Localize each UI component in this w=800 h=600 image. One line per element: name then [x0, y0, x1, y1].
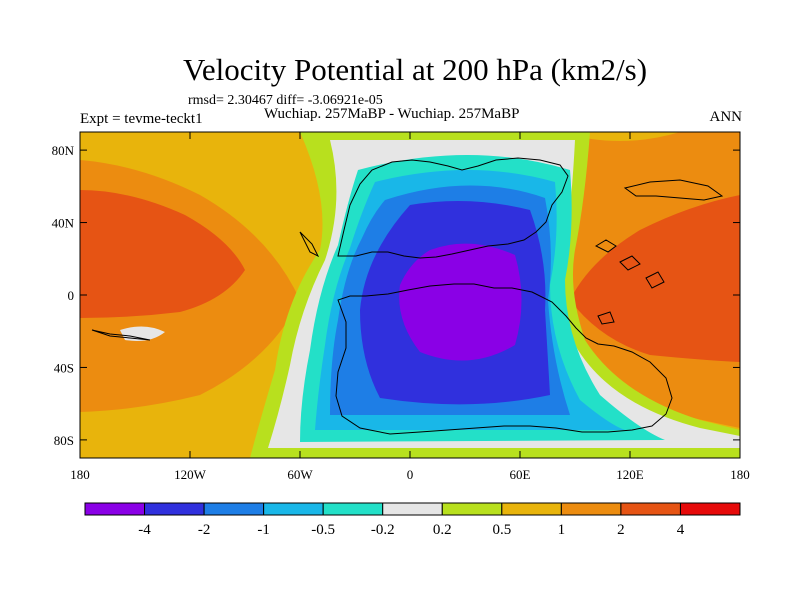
x-tick-label: 180: [70, 467, 90, 482]
x-tick-label: 0: [407, 467, 414, 482]
chart-title: Velocity Potential at 200 hPa (km2/s): [182, 52, 648, 87]
colorbar-label: 0.5: [492, 522, 511, 538]
x-tick-label: 180: [730, 467, 750, 482]
colorbar-swatch: [84, 502, 146, 516]
colorbar-swatch: [263, 502, 324, 516]
axes: 180 120W 60W 0 60E 120E 180 80N 40N 0 40S 80S: [52, 132, 750, 482]
colorbar-label: -0.2: [371, 522, 395, 538]
y-tick-label: 0: [68, 288, 75, 303]
coastlines: [91, 157, 724, 435]
y-tick-label: 80S: [54, 433, 74, 448]
band-small-neutral: [120, 326, 165, 341]
colorbar: -4 -2 -1 -0.5 -0.2 0.2 0.5 1 2 4: [84, 502, 741, 538]
season-label: ANN: [709, 109, 743, 125]
colorbar-label: -2: [198, 522, 211, 538]
colorbar-label: 1: [558, 522, 566, 538]
y-tick-label: 40N: [52, 216, 75, 231]
contour-fills: [80, 132, 740, 458]
colorbar-swatch: [144, 502, 205, 516]
colorbar-swatch: [560, 502, 622, 516]
colorbar-label: -4: [138, 522, 151, 538]
y-tick-label: 80N: [52, 143, 75, 158]
x-tick-label: 120E: [616, 467, 644, 482]
experiment-label: Expt = tevme-teckt1: [80, 111, 203, 127]
colorbar-swatch: [322, 502, 384, 516]
band-neg-4: [399, 243, 522, 361]
colorbar-swatch: [382, 502, 443, 516]
rmsd-diff-stats: rmsd= 2.30467 diff= -3.06921e-05: [188, 93, 383, 108]
coastline-northern-continent: [337, 157, 569, 259]
x-tick-label: 60W: [287, 467, 313, 482]
colorbar-label: 0.2: [433, 522, 452, 538]
x-tick-label: 60E: [510, 467, 531, 482]
band-east-4: [570, 195, 740, 362]
colorbar-label: -1: [257, 522, 270, 538]
x-tick-label: 120W: [174, 467, 207, 482]
colorbar-swatch: [441, 502, 503, 516]
colorbar-label: -0.5: [311, 522, 335, 538]
contour-map: [79, 131, 741, 459]
colorbar-swatch: [679, 502, 741, 516]
colorbar-swatch: [620, 502, 681, 516]
colorbar-swatch: [501, 502, 562, 516]
y-tick-label: 40S: [54, 360, 74, 375]
coastline-southern-continent: [335, 283, 673, 435]
colorbar-swatch: [203, 502, 265, 516]
coastline-island-west: [91, 231, 320, 341]
colorbar-label: 2: [617, 522, 625, 538]
coastline-island-east: [623, 179, 724, 201]
coastline-island-chain: [594, 239, 665, 325]
experiment-subtitle: Wuchiap. 257MaBP - Wuchiap. 257MaBP: [264, 106, 520, 122]
band-west-4: [80, 190, 245, 318]
colorbar-label: 4: [677, 522, 685, 538]
